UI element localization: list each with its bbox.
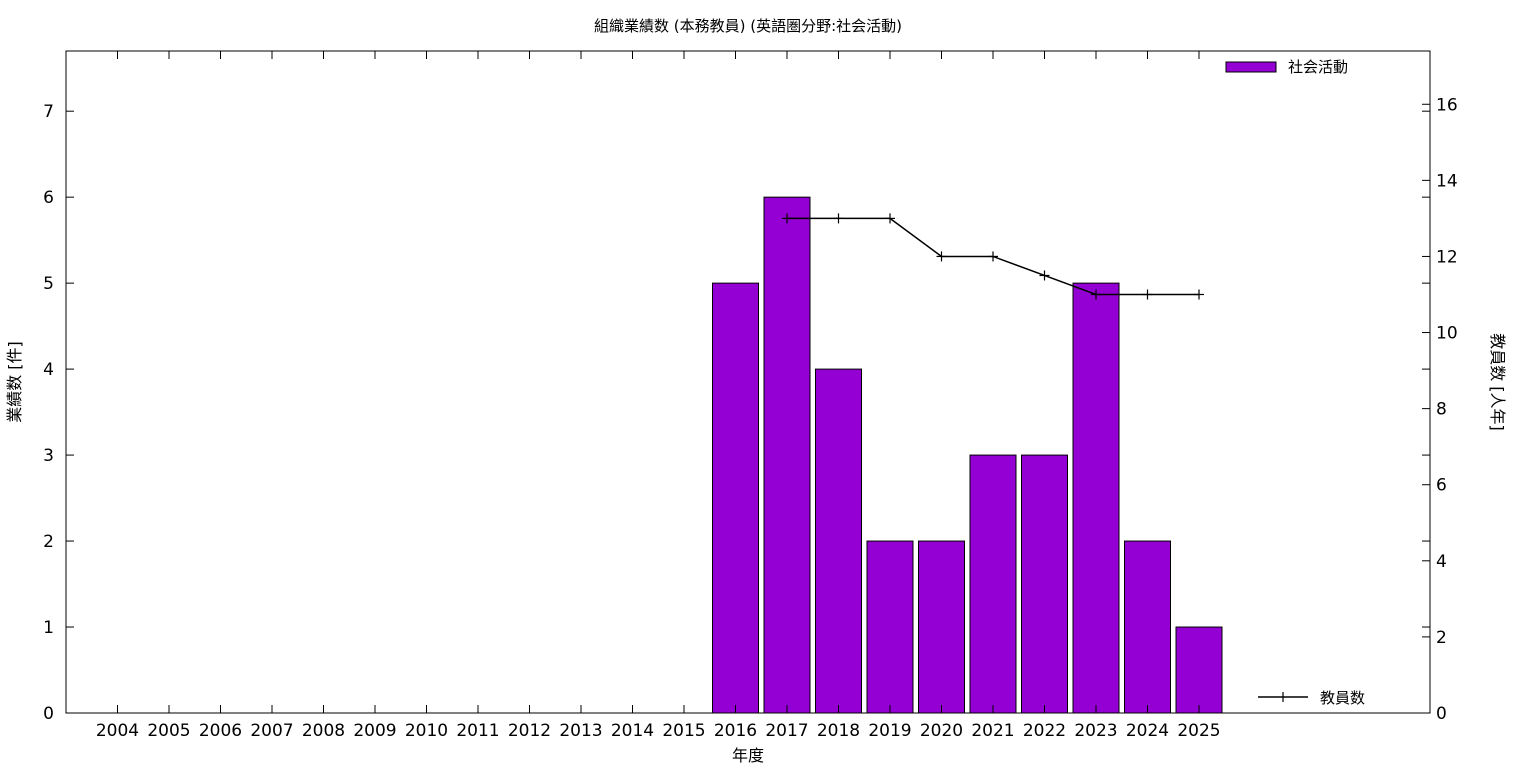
y-axis-label: 業績数 [件] bbox=[5, 341, 24, 423]
x-tick-label-2013: 2013 bbox=[559, 721, 602, 741]
bar-2025 bbox=[1175, 626, 1223, 714]
y2-tick-label: 2 bbox=[1436, 628, 1447, 648]
chart-title: 組織業績数 (本務教員) (英語圏分野:社会活動) bbox=[594, 17, 902, 35]
x-tick-label-2004: 2004 bbox=[96, 721, 139, 741]
x-tick-label-2022: 2022 bbox=[1023, 721, 1066, 741]
y2-tick-label: 16 bbox=[1436, 95, 1458, 115]
y2-tick-label: 10 bbox=[1436, 324, 1458, 344]
x-tick-label-2015: 2015 bbox=[662, 721, 705, 741]
x-tick-label-2007: 2007 bbox=[250, 721, 293, 741]
y-tick-label: 5 bbox=[43, 274, 54, 294]
x-axis-label: 年度 bbox=[732, 746, 764, 765]
x-tick-label-2024: 2024 bbox=[1126, 721, 1169, 741]
x-tick-label-2012: 2012 bbox=[508, 721, 551, 741]
y-tick-label: 6 bbox=[43, 188, 54, 208]
y-tick-label: 0 bbox=[43, 704, 54, 724]
y-tick-label: 7 bbox=[43, 102, 54, 122]
bar-2017 bbox=[763, 196, 811, 714]
bar-2018 bbox=[815, 368, 862, 714]
y-tick-label: 4 bbox=[43, 360, 54, 380]
x-tick-label-2018: 2018 bbox=[817, 721, 860, 741]
bar-2019 bbox=[866, 540, 914, 714]
bar-2021 bbox=[969, 454, 1017, 714]
x-tick-label-2009: 2009 bbox=[353, 721, 396, 741]
legend-bar-label: 社会活動 bbox=[1288, 58, 1348, 76]
bar-2016 bbox=[712, 282, 759, 714]
bar-2022 bbox=[1021, 454, 1068, 714]
legend-bar-swatch bbox=[1225, 61, 1277, 73]
x-tick-label-2025: 2025 bbox=[1177, 721, 1220, 741]
y2-tick-label: 0 bbox=[1436, 704, 1447, 724]
bar-2020 bbox=[918, 540, 965, 714]
x-tick-label-2010: 2010 bbox=[405, 721, 448, 741]
x-tick-label-2008: 2008 bbox=[302, 721, 345, 741]
x-tick-label-2023: 2023 bbox=[1074, 721, 1117, 741]
x-tick-label-2021: 2021 bbox=[971, 721, 1014, 741]
y2-axis-label: 教員数 [人年] bbox=[1488, 333, 1507, 431]
bar-2023 bbox=[1072, 282, 1120, 714]
y2-tick-label: 6 bbox=[1436, 476, 1447, 496]
y-tick-label: 2 bbox=[43, 532, 54, 552]
x-tick-label-2014: 2014 bbox=[611, 721, 654, 741]
y-tick-label: 1 bbox=[43, 618, 54, 638]
y2-tick-label: 12 bbox=[1436, 247, 1458, 267]
y-tick-label: 3 bbox=[43, 446, 54, 466]
x-tick-label-2005: 2005 bbox=[147, 721, 190, 741]
x-tick-label-2019: 2019 bbox=[868, 721, 911, 741]
x-tick-label-2006: 2006 bbox=[199, 721, 242, 741]
bar-2024 bbox=[1124, 540, 1171, 714]
x-tick-label-2017: 2017 bbox=[765, 721, 808, 741]
y2-tick-label: 4 bbox=[1436, 552, 1447, 572]
legend-line-label: 教員数 bbox=[1320, 689, 1365, 707]
x-tick-label-2011: 2011 bbox=[456, 721, 499, 741]
x-tick-label-2020: 2020 bbox=[920, 721, 963, 741]
x-tick-label-2016: 2016 bbox=[714, 721, 757, 741]
y2-tick-label: 14 bbox=[1436, 171, 1458, 191]
y2-tick-label: 8 bbox=[1436, 400, 1447, 420]
